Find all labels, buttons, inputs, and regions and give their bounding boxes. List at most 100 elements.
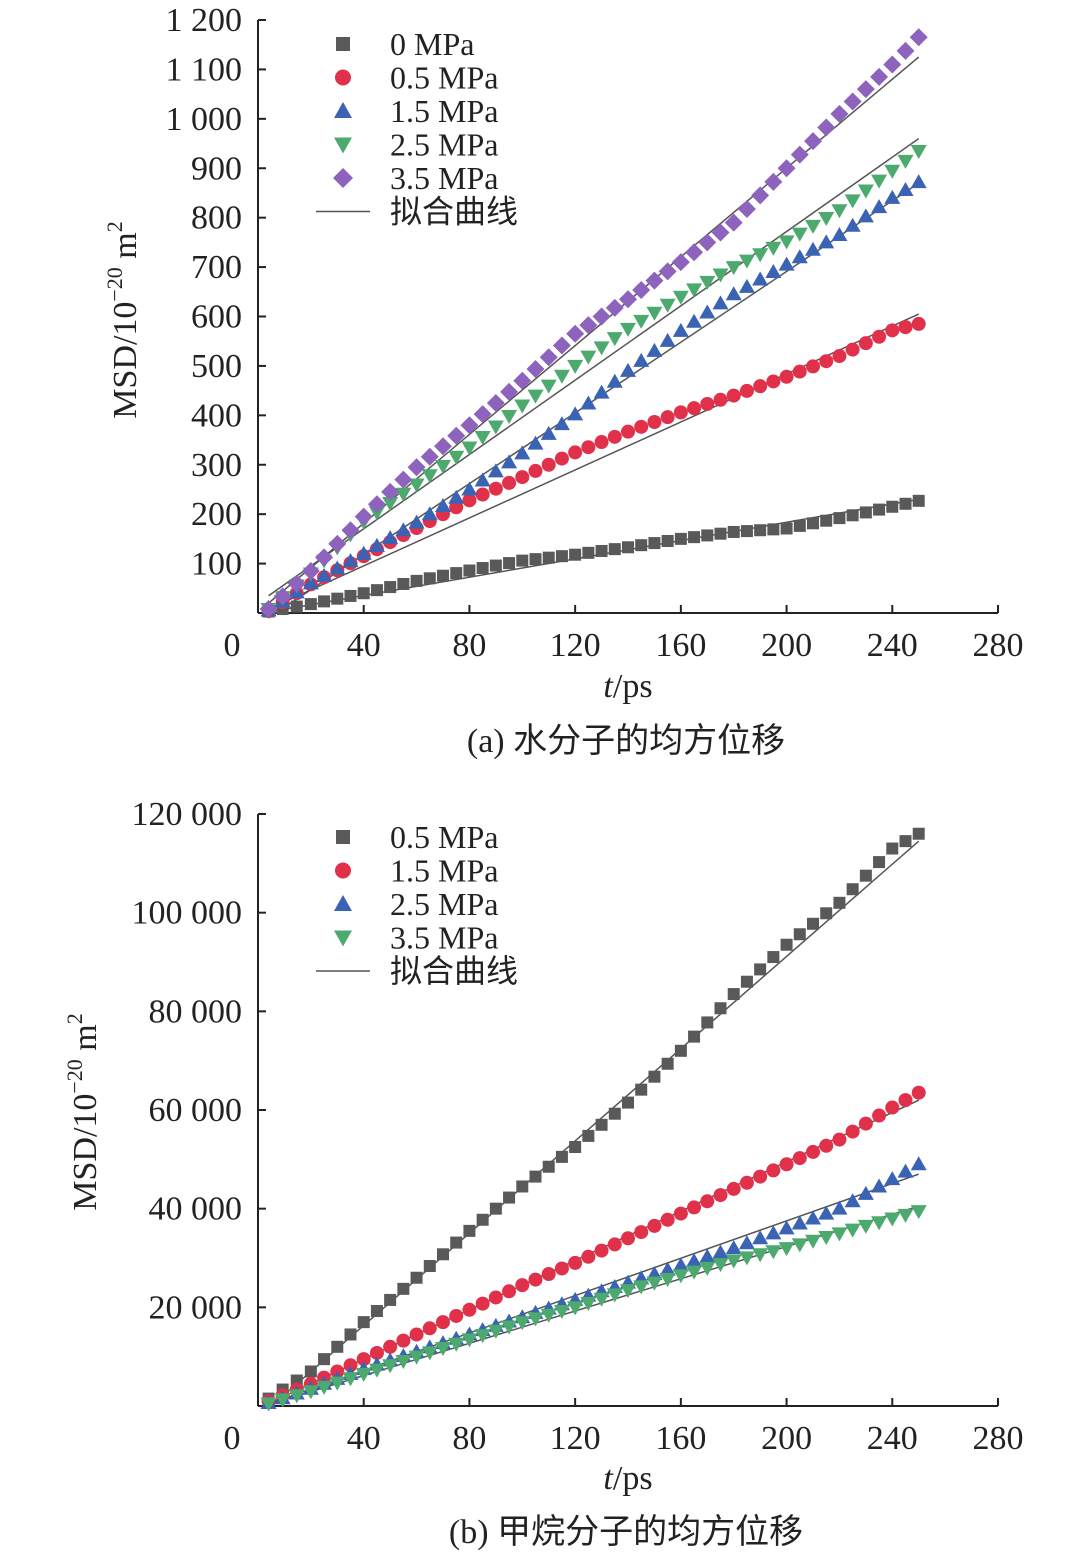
panel-b-y-tick-label: 100 000 [132,895,243,932]
panel-a-data-point [315,548,334,567]
panel-a-data-point [778,235,795,250]
panel-b-data-point [514,1316,531,1331]
panel-b-data-point [461,1333,478,1348]
panel-a-data-point [873,503,886,516]
panel-b-y-ticks: 20 000 40 000 60 000 80 000 100 000 120 000 [132,796,266,1326]
panel-a-data-point [552,336,571,355]
panel-a-data-point [592,307,611,326]
panel-a-caption: (a) 水分子的均方位移 [467,722,785,760]
panel-a-data-point [806,359,820,374]
panel-b-data-point [529,1170,542,1183]
panel-b-legend-label: 0.5 MPa [390,819,498,855]
panel-a-data-point [659,332,676,347]
panel-a-data-point [395,487,412,502]
panel-b-data-point [885,1100,900,1115]
panel-b-data-point [765,1245,782,1260]
panel-b-data-point [344,1328,357,1341]
panel-a-data-point [632,280,651,299]
panel-b-markers [260,827,927,1412]
panel-a-data-point [463,564,476,577]
panel-a-data-point [304,598,317,611]
panel-a-data-point [328,534,347,553]
panel-a-data-point [790,145,809,164]
panel-a-data-point [567,359,584,374]
panel-b-data-point [608,1107,621,1120]
panel-a-data-point [447,426,466,445]
panel-a-data-point [486,393,505,412]
panel-a-data-point [791,249,808,264]
panel-a-data-point [685,243,704,262]
panel-a-data-point [635,539,648,552]
panel-a-data-point [259,600,278,619]
panel-b-data-point [898,1093,913,1108]
panel-a-data-point [318,595,331,608]
panel-a-data-point [489,559,502,572]
panel-b-data-point [845,1124,860,1139]
panel-b-data-point [807,917,819,930]
panel-a-data-point [407,458,426,477]
panel-a-data-point [437,569,449,582]
panel-b-data-point [646,1276,663,1291]
panel-a-data-point [619,290,637,309]
panel-b-data-point [832,1132,847,1147]
panel-a-legend-label: 0.5 MPa [390,60,498,96]
panel-a-y-tick-label: 200 [191,496,242,533]
panel-b-data-point [765,1225,782,1240]
panel-b-data-point [409,1327,424,1342]
panel-a-x-ticks: 0 40 80 120 160 200 240 280 [224,605,1024,664]
panel-a-data-point [844,194,861,209]
panel-a-data-point [474,430,491,445]
panel-b-data-point [527,1312,544,1327]
panel-b-data-point [516,1180,529,1193]
panel-b-data-point [712,1244,729,1259]
panel-a-data-point [818,234,835,249]
panel-a-data-point [725,261,742,276]
panel-b-data-point [910,1205,927,1220]
panel-a-data-point [423,572,436,585]
panel-b-data-point [897,1163,914,1178]
panel-a-x-label-unit: /ps [613,668,653,705]
panel-b-data-point [884,1171,901,1186]
panel-a-data-point [516,554,529,567]
panel-b-data-point [725,1254,742,1269]
panel-b-data-point [646,1266,663,1281]
panel-b-data-point [672,1257,689,1272]
panel-b-data-point [568,1255,583,1270]
panel-a-legend-marker [336,37,350,51]
panel-a-data-point [699,275,716,290]
panel-a-data-point [686,283,703,298]
panel-a-data-point [712,295,729,310]
panel-a-legend-label: 1.5 MPa [390,93,498,129]
panel-a-y-tick-label: 900 [191,150,242,187]
panel-a-data-point [672,322,689,337]
panel-b-data-point [582,1129,595,1142]
panel-a-data-point [910,144,927,159]
panel-a-data-point [382,497,399,512]
panel-a-data-point [832,349,847,364]
panel-b-data-point [436,1315,450,1330]
panel-b-y-label-unit: m [67,1024,104,1059]
panel-a-data-point [780,522,793,535]
panel-b-data-point [791,1215,808,1230]
panel-a-data-point [342,553,359,568]
panel-a-data-point [883,55,902,74]
panel-a-data-point [845,342,860,357]
panel-b-x-label-var: t [603,1460,614,1497]
panel-b-data-point [622,1096,634,1109]
panel-a-data-point [807,517,819,530]
panel-b-data-point [302,1385,319,1400]
panel-a-data-point [871,199,888,214]
panel-b-data-point [738,1251,755,1266]
panel-b-y-tick-label: 20 000 [149,1289,243,1326]
panel-b-data-point [384,1293,397,1306]
panel-a-data-point [843,92,862,111]
panel-a-y-tick-label: 600 [191,299,242,336]
panel-a-data-point [767,523,780,536]
panel-b-data-point [910,1156,927,1171]
panel-a-data-point [462,493,477,508]
panel-a-data-point [581,440,596,455]
panel-a-data-point [739,383,754,398]
